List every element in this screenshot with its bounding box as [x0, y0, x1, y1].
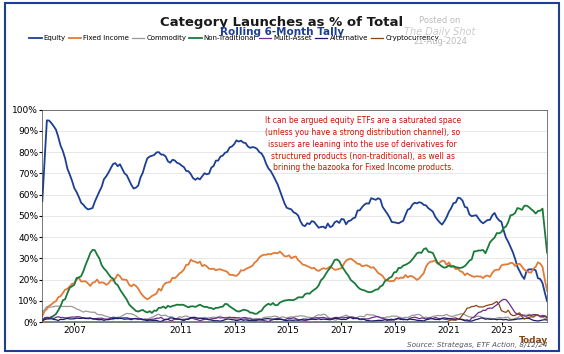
Cryptocurrency	[219, 320, 226, 324]
Fixed Income	[276, 250, 283, 254]
Alternative	[224, 317, 231, 321]
Fixed Income	[544, 289, 550, 293]
Non-Traditional	[59, 298, 66, 302]
Cryptocurrency	[59, 320, 66, 324]
Commodity	[180, 314, 187, 319]
Alternative	[59, 318, 66, 322]
Text: Category Launches as % of Total: Category Launches as % of Total	[160, 16, 404, 29]
Text: 21-Aug-2024: 21-Aug-2024	[413, 37, 467, 46]
Text: Today: Today	[519, 336, 548, 345]
Alternative	[103, 318, 109, 322]
Commodity	[61, 304, 68, 308]
Equity	[222, 150, 228, 155]
Cryptocurrency	[206, 320, 213, 324]
Commodity	[39, 310, 46, 314]
Fixed Income	[39, 314, 46, 318]
Commodity	[105, 315, 112, 319]
Equity	[43, 118, 50, 122]
Equity	[208, 165, 215, 170]
Cryptocurrency	[494, 299, 500, 304]
Non-Traditional	[206, 306, 213, 310]
Text: Source: Strategas, ETF Action, 8/12/24: Source: Strategas, ETF Action, 8/12/24	[407, 342, 547, 348]
Non-Traditional	[496, 231, 503, 235]
Multi-Asset	[219, 315, 226, 320]
Commodity	[208, 315, 215, 320]
Multi-Asset	[498, 298, 505, 303]
Multi-Asset	[265, 319, 272, 324]
Multi-Asset	[39, 318, 46, 322]
Equity	[180, 165, 187, 169]
Line: Cryptocurrency: Cryptocurrency	[42, 302, 547, 322]
Multi-Asset	[544, 316, 550, 320]
Line: Alternative: Alternative	[42, 317, 547, 321]
Fixed Income	[103, 283, 109, 287]
Legend: Equity, Fixed Income, Commodity, Non-Traditional, Multi-Asset, Alternative, Cryp: Equity, Fixed Income, Commodity, Non-Tra…	[27, 33, 442, 44]
Fixed Income	[498, 263, 505, 268]
Equity	[498, 220, 505, 224]
Line: Fixed Income: Fixed Income	[42, 252, 547, 316]
Cryptocurrency	[103, 320, 109, 324]
Commodity	[331, 318, 338, 322]
Multi-Asset	[103, 317, 109, 321]
Alternative	[190, 315, 196, 319]
Text: It can be argued equity ETFs are a saturated space
(unless you have a strong dis: It can be argued equity ETFs are a satur…	[265, 116, 461, 172]
Alternative	[39, 319, 46, 323]
Non-Traditional	[523, 204, 530, 208]
Fixed Income	[178, 270, 185, 274]
Non-Traditional	[544, 251, 550, 255]
Fixed Income	[59, 291, 66, 295]
Non-Traditional	[219, 304, 226, 309]
Non-Traditional	[178, 303, 185, 307]
Multi-Asset	[59, 315, 66, 320]
Equity	[61, 156, 68, 161]
Alternative	[544, 318, 550, 322]
Line: Non-Traditional: Non-Traditional	[42, 206, 547, 320]
Fixed Income	[219, 268, 226, 272]
Line: Equity: Equity	[42, 120, 547, 301]
Cryptocurrency	[544, 315, 550, 319]
Line: Multi-Asset: Multi-Asset	[42, 299, 547, 321]
Equity	[105, 170, 112, 175]
Equity	[39, 199, 46, 203]
Commodity	[544, 317, 550, 321]
Text: Rolling 6-Month Tally: Rolling 6-Month Tally	[220, 27, 344, 36]
Multi-Asset	[500, 297, 507, 302]
Text: The Daily Shot: The Daily Shot	[404, 27, 475, 36]
Alternative	[500, 318, 507, 322]
Fixed Income	[206, 267, 213, 271]
Alternative	[210, 319, 217, 323]
Non-Traditional	[39, 318, 46, 322]
Multi-Asset	[206, 317, 213, 321]
Cryptocurrency	[178, 320, 185, 324]
Alternative	[180, 318, 187, 322]
Text: Posted on: Posted on	[419, 16, 461, 25]
Equity	[544, 299, 550, 303]
Alternative	[158, 319, 165, 324]
Cryptocurrency	[498, 309, 505, 313]
Line: Commodity: Commodity	[42, 306, 547, 320]
Commodity	[222, 315, 228, 320]
Commodity	[52, 304, 59, 308]
Non-Traditional	[103, 269, 109, 273]
Cryptocurrency	[39, 320, 46, 324]
Commodity	[500, 316, 507, 320]
Multi-Asset	[178, 317, 185, 321]
